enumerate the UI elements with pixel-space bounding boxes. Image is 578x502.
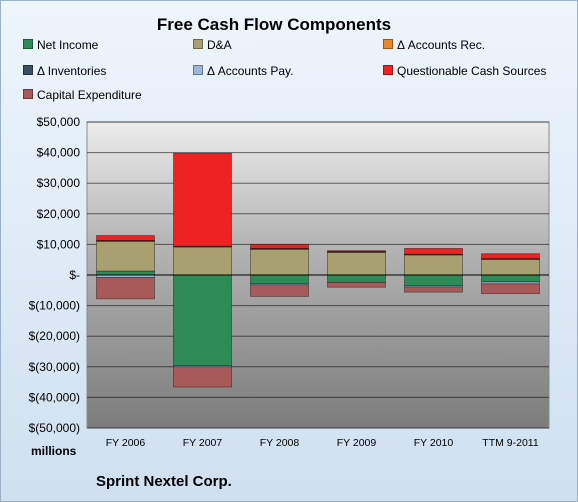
y-tick-label: $(30,000) — [29, 360, 80, 374]
bar-capital-expenditure-fy-2008 — [250, 284, 309, 297]
y-tick-label: $(40,000) — [29, 390, 80, 404]
x-tick-label: FY 2006 — [106, 437, 146, 449]
legend-swatch — [383, 65, 393, 75]
legend-label: Δ Accounts Rec. — [397, 38, 486, 52]
legend-label: Net Income — [37, 38, 99, 52]
bar-d-a-fy-2010 — [404, 254, 463, 276]
bar-d-a-ttm-9-2011 — [481, 258, 540, 276]
legend-label: Capital Expenditure — [37, 88, 142, 102]
bar-capital-expenditure-fy-2006 — [96, 277, 155, 300]
legend-label: Δ Inventories — [37, 64, 107, 78]
y-tick-label: $- — [69, 268, 80, 282]
y-tick-label: $30,000 — [37, 176, 81, 190]
x-tick-label: FY 2010 — [414, 437, 454, 449]
bar-d-a-fy-2008 — [250, 248, 309, 276]
bar-inventories-fy-2008 — [250, 247, 309, 250]
legend-swatch — [23, 39, 33, 49]
bar-capital-expenditure-fy-2010 — [404, 286, 463, 293]
legend-item-net-income: Net Income — [23, 38, 98, 52]
bar-questionable-cash-sources-fy-2008 — [250, 243, 309, 249]
y-tick-label: $20,000 — [37, 207, 81, 221]
bar-d-a-fy-2009 — [327, 251, 386, 276]
legend-item-capital-expenditure: Capital Expenditure — [23, 88, 142, 102]
bar-questionable-cash-sources-ttm-9-2011 — [481, 253, 540, 260]
y-tick-label: $40,000 — [37, 146, 81, 160]
legend-item-inventories: Δ Inventories — [23, 64, 106, 78]
bar-questionable-cash-sources-fy-2010 — [404, 247, 463, 255]
legend-swatch — [383, 39, 393, 49]
x-tick-label: FY 2009 — [337, 437, 377, 449]
legend-swatch — [23, 65, 33, 75]
legend-swatch — [193, 65, 203, 75]
bar-questionable-cash-sources-fy-2006 — [96, 235, 155, 241]
legend-item-questionable-cash-sources: Questionable Cash Sources — [383, 64, 546, 78]
legend-label: Δ Accounts Pay. — [207, 64, 294, 78]
y-tick-label: $10,000 — [37, 237, 81, 251]
bar-d-a-fy-2006 — [96, 240, 155, 272]
x-tick-label: FY 2008 — [260, 437, 300, 449]
legend-label: D&A — [207, 38, 232, 52]
bar-net-income-fy-2006 — [96, 270, 155, 276]
legend-item-accounts-pay: Δ Accounts Pay. — [193, 64, 294, 78]
bar-questionable-cash-sources-fy-2009 — [327, 250, 386, 252]
legend-swatch — [193, 39, 203, 49]
legend-item-accounts-rec: Δ Accounts Rec. — [383, 38, 485, 52]
y-tick-label: $(20,000) — [29, 329, 80, 343]
legend-swatch — [23, 89, 33, 99]
bar-d-a-fy-2007 — [173, 246, 232, 276]
bar-capital-expenditure-fy-2007 — [173, 366, 232, 388]
chart-title: Free Cash Flow Components — [156, 15, 392, 34]
x-tick-label: TTM 9-2011 — [482, 437, 539, 449]
bar-capital-expenditure-ttm-9-2011 — [481, 283, 540, 295]
y-tick-label: $50,000 — [37, 115, 81, 129]
bar-net-income-ttm-9-2011 — [481, 274, 540, 283]
y-tick-label: $(50,000) — [29, 421, 80, 435]
bar-net-income-fy-2008 — [250, 274, 309, 284]
bar-questionable-cash-sources-fy-2007 — [173, 152, 232, 247]
legend-label: Questionable Cash Sources — [397, 64, 547, 78]
bar-capital-expenditure-fy-2009 — [327, 281, 386, 288]
bar-net-income-fy-2007 — [173, 274, 232, 366]
unit-label: millions — [31, 444, 77, 458]
bar-net-income-fy-2010 — [404, 274, 463, 287]
bar-net-income-fy-2009 — [327, 274, 386, 283]
x-tick-label: FY 2007 — [183, 437, 223, 449]
company-label: Sprint Nextel Corp. — [96, 473, 232, 490]
legend-item-d-a: D&A — [193, 38, 232, 52]
y-tick-label: $(10,000) — [29, 299, 80, 313]
